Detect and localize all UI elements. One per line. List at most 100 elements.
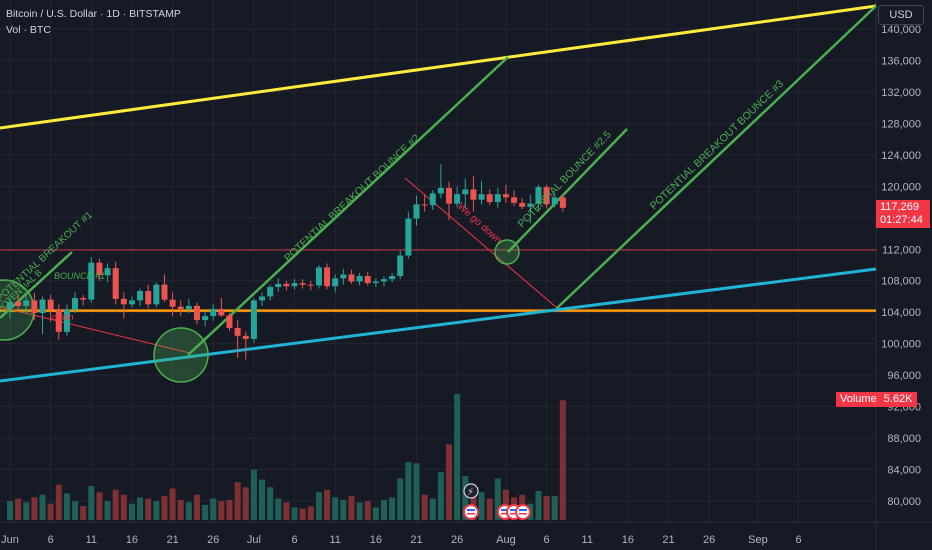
- candle-body: [234, 327, 241, 336]
- candle-body: [315, 267, 322, 286]
- volume-bar: [267, 487, 274, 520]
- volume-bar: [23, 502, 30, 520]
- y-tick-label: 132,000: [881, 87, 921, 99]
- volume-tag-label: Volume: [840, 393, 877, 405]
- volume-bar: [104, 501, 111, 520]
- volume-indicator-label[interactable]: Vol · BTC: [6, 24, 51, 36]
- candle-body: [429, 193, 436, 206]
- volume-bar: [7, 501, 13, 520]
- volume-bar: [137, 497, 144, 520]
- volume-bar: [478, 492, 485, 520]
- economic-event-icon-stripe: [519, 509, 527, 511]
- candle-body: [169, 299, 176, 307]
- candle-body: [454, 194, 461, 204]
- volume-bar: [291, 507, 298, 520]
- volume-bar: [332, 497, 339, 520]
- candle-body: [364, 276, 371, 284]
- volume-bar: [210, 498, 217, 520]
- candle-body: [7, 301, 13, 309]
- x-tick-label: 6: [291, 534, 297, 546]
- candle-body: [145, 290, 152, 305]
- economic-event-icon-stripe: [510, 513, 518, 515]
- x-tick-label: 16: [370, 534, 382, 546]
- x-tick-label: Jul: [247, 534, 261, 546]
- volume-bar: [397, 478, 404, 520]
- trendline-cyan: [0, 267, 877, 383]
- candle-body: [218, 309, 225, 316]
- down-label: down: [52, 312, 74, 322]
- x-tick-label: 6: [796, 534, 802, 546]
- volume-bar: [63, 493, 70, 520]
- bounce-circle-2: [153, 327, 209, 383]
- candle-body: [332, 278, 339, 287]
- candle-body: [112, 268, 119, 299]
- candle-body: [226, 315, 233, 328]
- candle-body: [372, 281, 379, 284]
- economic-event-icon-stripe: [501, 509, 509, 511]
- candle-body: [543, 187, 550, 205]
- y-tick-label: 124,000: [881, 150, 921, 162]
- volume-bar: [470, 487, 477, 520]
- volume-bar: [389, 497, 396, 520]
- volume-bar: [202, 504, 209, 520]
- candle-body: [478, 194, 485, 200]
- candle-body: [559, 197, 566, 208]
- candle-body: [72, 298, 79, 310]
- volume-bar: [364, 501, 371, 520]
- candle-body: [535, 187, 542, 204]
- volume-bar: [112, 489, 119, 520]
- candle-body: [193, 305, 200, 321]
- candle-body: [39, 299, 46, 313]
- candle-body: [340, 274, 347, 279]
- countdown-timer: 01:27:44: [880, 214, 923, 226]
- volume-bar: [275, 498, 282, 520]
- volume-bar: [429, 498, 436, 520]
- candle-body: [511, 197, 518, 203]
- trendline-yellow: [0, 4, 877, 130]
- volume-bar: [340, 499, 347, 520]
- candle-body: [259, 296, 266, 301]
- candle-body: [283, 283, 290, 287]
- x-tick-label: 11: [86, 534, 97, 546]
- y-tick-label: 136,000: [881, 55, 921, 67]
- volume-bar: [169, 488, 176, 520]
- y-tick-label: 88,000: [887, 433, 921, 445]
- candle-body: [356, 276, 363, 282]
- volume-bar: [348, 496, 355, 520]
- candle-body: [348, 274, 355, 282]
- bounce-line-2-5: [507, 128, 628, 253]
- x-tick-label: 16: [126, 534, 138, 546]
- candle-body: [267, 287, 274, 297]
- economic-event-icon-stripe: [510, 509, 518, 511]
- y-tick-label: 112,000: [882, 244, 921, 256]
- x-tick-label: 11: [329, 534, 340, 546]
- candle-body: [47, 299, 54, 310]
- candle-body: [470, 189, 477, 200]
- currency-button[interactable]: USD: [878, 5, 924, 25]
- x-tick-label: 21: [662, 534, 674, 546]
- volume-bar: [177, 499, 184, 520]
- x-tick-label: 11: [582, 534, 593, 546]
- candle-body: [104, 268, 111, 276]
- economic-event-icon: [515, 504, 531, 520]
- bounce-circle-2-5: [494, 239, 520, 265]
- candle-body: [494, 194, 501, 203]
- candle-body: [437, 187, 444, 194]
- economic-event-icon-stripe: [467, 513, 475, 515]
- volume-bar: [307, 506, 314, 520]
- volume-bar: [315, 492, 322, 520]
- economic-event-icon-stripe: [501, 513, 509, 515]
- volume-tag-value: 5.62K: [883, 393, 913, 405]
- volume-bar: [88, 485, 95, 520]
- volume-bar: [242, 487, 249, 520]
- volume-bar: [193, 494, 200, 520]
- candle-body: [63, 309, 70, 332]
- candle-body: [291, 283, 298, 287]
- candle-body: [202, 316, 209, 321]
- volume-bar: [31, 497, 38, 520]
- y-tick-label: 140,000: [881, 24, 921, 36]
- volume-bar: [161, 496, 168, 520]
- volume-bar: [372, 507, 379, 520]
